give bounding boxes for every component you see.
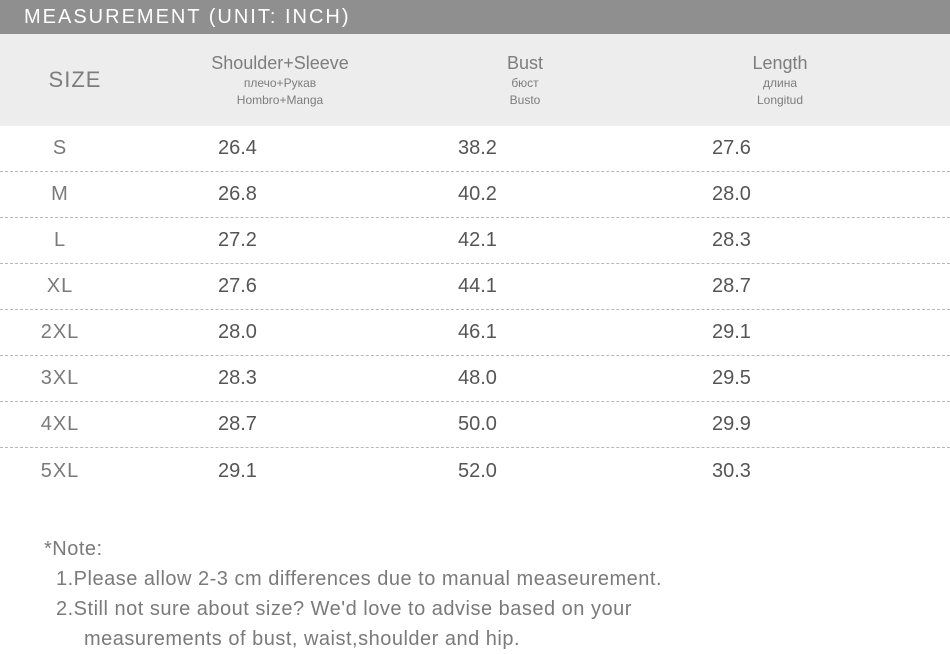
table-row: 3XL28.348.029.5 [0, 356, 950, 402]
measurement-table: SIZE Shoulder+Sleeve плечо+Рукав Hombro+… [0, 34, 950, 494]
size-label: L [0, 229, 150, 252]
cell-bust: 50.0 [410, 413, 640, 436]
cell-bust: 48.0 [410, 367, 640, 390]
cell-shoulder-sleeve: 27.2 [150, 229, 410, 252]
header-sub-es: Busto [410, 92, 640, 109]
cell-bust: 42.1 [410, 229, 640, 252]
notes-block: *Note: 1.Please allow 2-3 cm differences… [0, 494, 950, 654]
header-size: SIZE [0, 67, 150, 93]
table-row: 2XL28.046.129.1 [0, 310, 950, 356]
header-sub-es: Longitud [640, 92, 920, 109]
table-row: L27.242.128.3 [0, 218, 950, 264]
table-row: 4XL28.750.029.9 [0, 402, 950, 448]
header-sub-ru: плечо+Рукав [150, 75, 410, 92]
cell-shoulder-sleeve: 29.1 [150, 460, 410, 483]
header-col-shoulder-sleeve: Shoulder+Sleeve плечо+Рукав Hombro+Manga [150, 52, 410, 109]
cell-shoulder-sleeve: 27.6 [150, 275, 410, 298]
cell-shoulder-sleeve: 28.3 [150, 367, 410, 390]
cell-length: 30.3 [640, 460, 920, 483]
cell-bust: 52.0 [410, 460, 640, 483]
header-main: Shoulder+Sleeve [150, 52, 410, 75]
cell-length: 27.6 [640, 137, 920, 160]
size-label: 3XL [0, 367, 150, 390]
title-bar: MEASUREMENT (UNIT: INCH) [0, 0, 950, 34]
size-label: M [0, 183, 150, 206]
cell-length: 29.1 [640, 321, 920, 344]
cell-shoulder-sleeve: 26.4 [150, 137, 410, 160]
size-label: S [0, 137, 150, 160]
note-line-2: 2.Still not sure about size? We'd love t… [44, 594, 950, 624]
table-row: XL27.644.128.7 [0, 264, 950, 310]
cell-shoulder-sleeve: 28.0 [150, 321, 410, 344]
header-main: Bust [410, 52, 640, 75]
cell-bust: 40.2 [410, 183, 640, 206]
size-label: XL [0, 275, 150, 298]
header-sub-ru: длина [640, 75, 920, 92]
header-main: Length [640, 52, 920, 75]
note-line-1: 1.Please allow 2-3 cm differences due to… [44, 564, 950, 594]
size-label: 2XL [0, 321, 150, 344]
size-label: 5XL [0, 460, 150, 483]
cell-shoulder-sleeve: 26.8 [150, 183, 410, 206]
cell-length: 28.0 [640, 183, 920, 206]
table-header-row: SIZE Shoulder+Sleeve плечо+Рукав Hombro+… [0, 34, 950, 126]
cell-shoulder-sleeve: 28.7 [150, 413, 410, 436]
table-body: S26.438.227.6M26.840.228.0L27.242.128.3X… [0, 126, 950, 494]
table-row: S26.438.227.6 [0, 126, 950, 172]
cell-bust: 46.1 [410, 321, 640, 344]
table-row: 5XL29.152.030.3 [0, 448, 950, 494]
cell-length: 29.5 [640, 367, 920, 390]
size-label: 4XL [0, 413, 150, 436]
header-col-length: Length длина Longitud [640, 52, 920, 109]
cell-length: 28.3 [640, 229, 920, 252]
header-sub-es: Hombro+Manga [150, 92, 410, 109]
table-row: M26.840.228.0 [0, 172, 950, 218]
header-col-bust: Bust бюст Busto [410, 52, 640, 109]
cell-length: 28.7 [640, 275, 920, 298]
cell-length: 29.9 [640, 413, 920, 436]
cell-bust: 38.2 [410, 137, 640, 160]
header-sub-ru: бюст [410, 75, 640, 92]
note-label: *Note: [44, 534, 950, 564]
cell-bust: 44.1 [410, 275, 640, 298]
